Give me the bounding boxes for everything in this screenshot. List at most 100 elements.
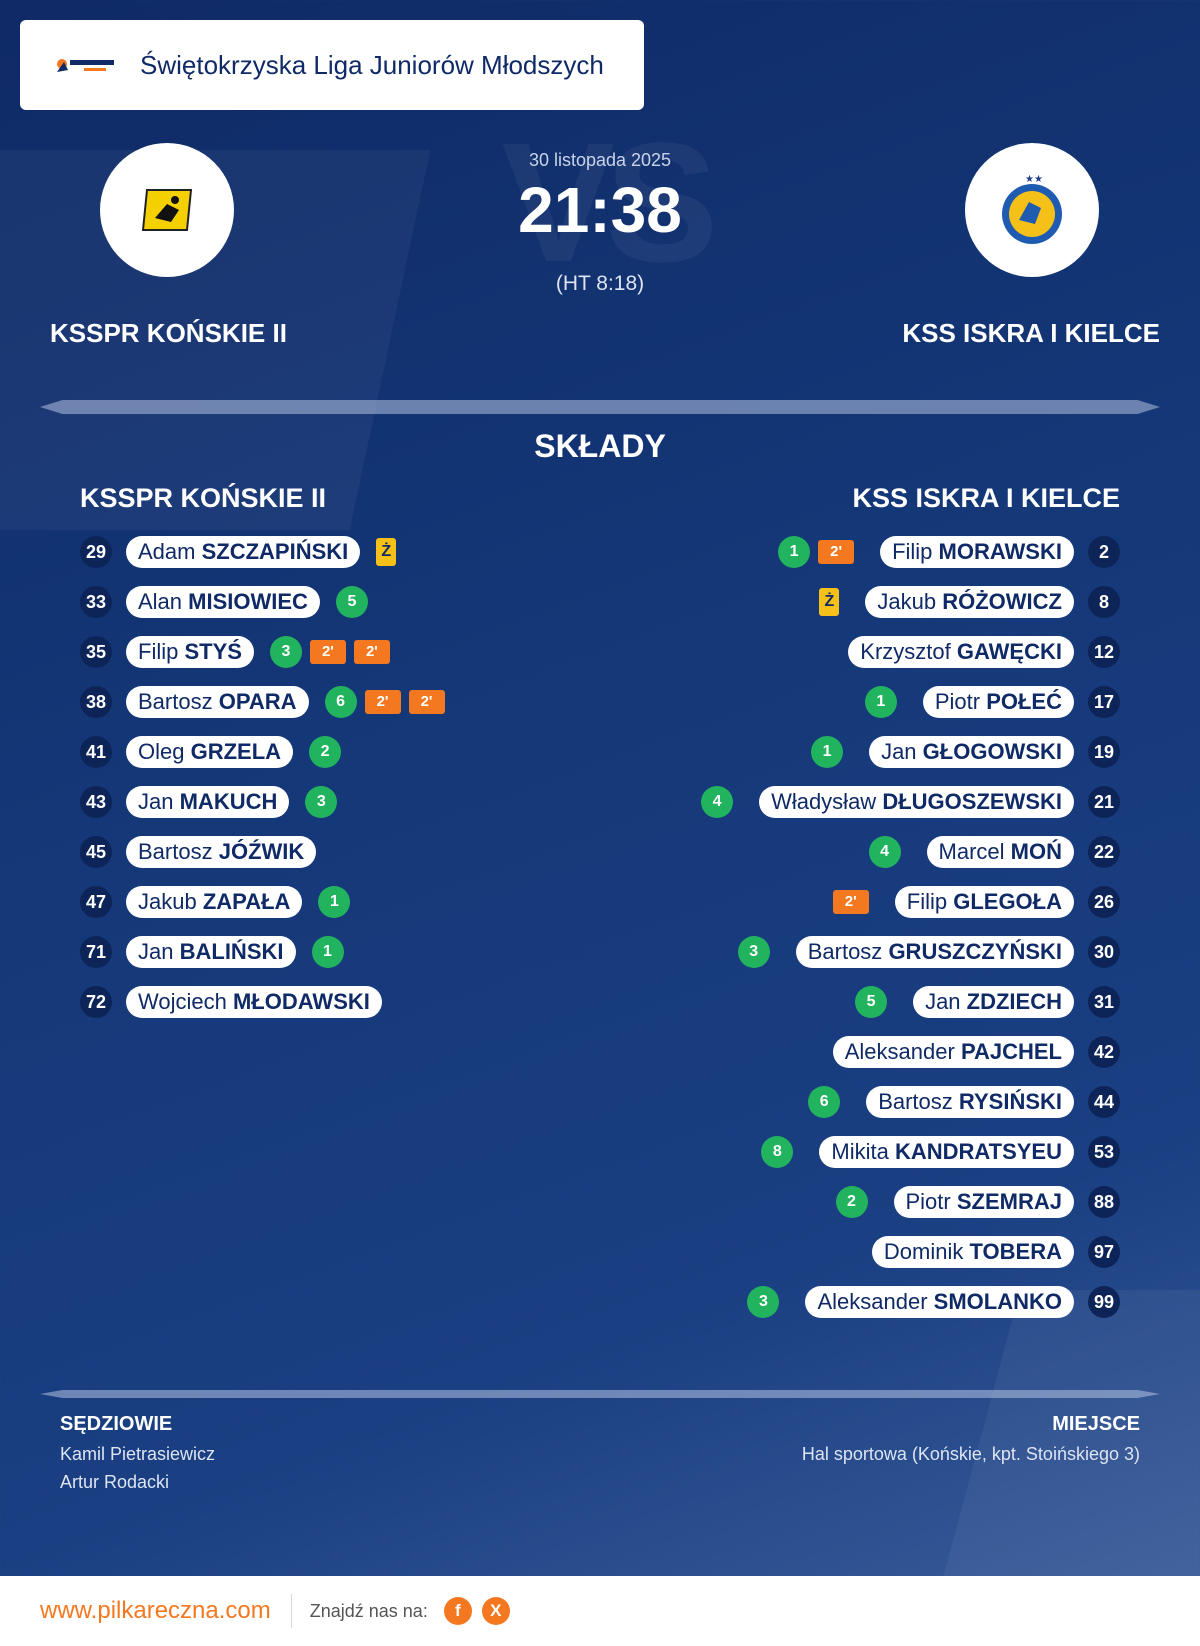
match-date: 30 listopada 2025: [528, 150, 672, 170]
goals-badge: 3: [305, 786, 338, 818]
player-number: 97: [1088, 1236, 1120, 1268]
player-badges: 1: [861, 686, 901, 718]
player-last-name: OPARA: [218, 689, 297, 714]
player-name[interactable]: Alan MISIOWIEC: [126, 586, 320, 618]
player-last-name: MORAWSKI: [938, 539, 1062, 564]
player-row: 6 Bartosz RYSIŃSKI 44: [697, 1077, 1120, 1127]
player-name[interactable]: Filip MORAWSKI: [880, 536, 1074, 568]
player-row: Krzysztof GAWĘCKI 12: [697, 627, 1120, 677]
player-name[interactable]: Mikita KANDRATSYEU: [819, 1136, 1074, 1168]
player-row: 41 Oleg GRZELA 2: [80, 727, 449, 777]
player-name[interactable]: Filip STYŚ: [126, 636, 254, 668]
player-name[interactable]: Bartosz RYSIŃSKI: [866, 1086, 1074, 1118]
home-team-logo: [100, 143, 234, 277]
player-name[interactable]: Aleksander SMOLANKO: [805, 1286, 1074, 1318]
x-icon[interactable]: X: [481, 1597, 510, 1625]
player-name[interactable]: Władysław DŁUGOSZEWSKI: [759, 786, 1074, 818]
player-name[interactable]: Dominik TOBERA: [871, 1236, 1074, 1268]
league-header: Świętokrzyska Liga Juniorów Młodszych: [20, 20, 644, 110]
player-last-name: MOŃ: [1010, 839, 1062, 864]
player-name[interactable]: Adam SZCZAPIŃSKI: [126, 536, 361, 568]
goals-badge: 5: [335, 586, 368, 618]
player-badges: 1: [308, 936, 348, 968]
player-name[interactable]: Bartosz OPARA: [126, 686, 309, 718]
player-first-name: Jakub: [877, 589, 937, 614]
player-name[interactable]: Wojciech MŁODAWSKI: [126, 986, 382, 1018]
player-badges: 3: [301, 786, 341, 818]
goals-badge: 4: [868, 836, 901, 868]
player-name[interactable]: Jan MAKUCH: [126, 786, 290, 818]
player-row: 72 Wojciech MŁODAWSKI: [80, 977, 449, 1027]
referee-name: Artur Rodacki: [60, 1472, 170, 1492]
goals-badge: 1: [318, 886, 351, 918]
goals-badge: 1: [864, 686, 897, 718]
player-first-name: Filip: [138, 639, 179, 664]
player-last-name: PAJCHEL: [960, 1039, 1062, 1064]
player-number: 47: [80, 886, 112, 918]
venue-text: Hal sportowa (Końskie, kpt. Stoińskiego …: [801, 1444, 1140, 1464]
player-name[interactable]: Jan ZDZIECH: [913, 986, 1074, 1018]
player-name[interactable]: Piotr SZEMRAJ: [893, 1186, 1074, 1218]
suspension-badge: 2': [832, 890, 869, 914]
player-name[interactable]: Krzysztof GAWĘCKI: [848, 636, 1074, 668]
divider: [40, 400, 1160, 414]
player-last-name: SZEMRAJ: [956, 1189, 1062, 1214]
home-team-name: KSSPR KOŃSKIE II: [50, 318, 287, 348]
player-name[interactable]: Bartosz GRUSZCZYŃSKI: [795, 936, 1074, 968]
player-name[interactable]: Jakub ZAPAŁA: [126, 886, 303, 918]
player-name[interactable]: Jan GŁOGOWSKI: [869, 736, 1074, 768]
player-last-name: ZDZIECH: [966, 989, 1062, 1014]
site-logo[interactable]: [54, 50, 116, 80]
goals-badge: 6: [324, 686, 357, 718]
player-first-name: Jan: [925, 989, 961, 1014]
player-last-name: JÓŹWIK: [218, 839, 305, 864]
player-row: 4 Władysław DŁUGOSZEWSKI 21: [697, 777, 1120, 827]
player-name[interactable]: Piotr POŁEĆ: [922, 686, 1074, 718]
footer: www.pilkareczna.com Znajdź nas na: f X: [0, 1576, 1200, 1646]
player-first-name: Filip: [892, 539, 933, 564]
player-first-name: Bartosz: [878, 1089, 953, 1114]
player-row: 5 Jan ZDZIECH 31: [697, 977, 1120, 1027]
match-score: 21:38: [518, 174, 682, 246]
goals-badge: 8: [761, 1136, 794, 1168]
league-title: Świętokrzyska Liga Juniorów Młodszych: [140, 49, 604, 80]
player-row: 1 2' Filip MORAWSKI 2: [697, 527, 1120, 577]
player-last-name: SMOLANKO: [933, 1289, 1062, 1314]
player-number: 53: [1088, 1136, 1120, 1168]
home-lineup-title: KSSPR KOŃSKIE II: [80, 483, 327, 513]
website-link[interactable]: www.pilkareczna.com: [40, 1597, 271, 1624]
suspension-badge: 2': [818, 540, 855, 564]
player-number: 99: [1088, 1286, 1120, 1318]
player-number: 33: [80, 586, 112, 618]
vs-watermark: VS: [501, 108, 719, 298]
player-first-name: Bartosz: [138, 689, 213, 714]
player-number: 72: [80, 986, 112, 1018]
player-name[interactable]: Jakub RÓŻOWICZ: [865, 586, 1074, 618]
player-number: 12: [1088, 636, 1120, 668]
player-name[interactable]: Marcel MOŃ: [926, 836, 1074, 868]
player-last-name: GAWĘCKI: [956, 639, 1062, 664]
player-badges: 2: [832, 1186, 872, 1218]
player-name[interactable]: Oleg GRZELA: [126, 736, 294, 768]
player-badges: 1: [314, 886, 354, 918]
goals-badge: 1: [311, 936, 344, 968]
player-row: 1 Jan GŁOGOWSKI 19: [697, 727, 1120, 777]
player-badges: 2': [829, 890, 873, 914]
goals-badge: 1: [778, 536, 811, 568]
player-first-name: Filip: [906, 889, 948, 914]
player-first-name: Alan: [138, 589, 183, 614]
goals-badge: 2: [835, 1186, 868, 1218]
player-first-name: Piotr: [934, 689, 981, 714]
player-number: 17: [1088, 686, 1120, 718]
player-last-name: MISIOWIEC: [188, 589, 308, 614]
player-name[interactable]: Bartosz JÓŹWIK: [126, 836, 317, 868]
facebook-icon[interactable]: f: [443, 1597, 472, 1625]
player-name[interactable]: Aleksander PAJCHEL: [832, 1036, 1074, 1068]
player-name[interactable]: Jan BALIŃSKI: [126, 936, 296, 968]
player-name[interactable]: Filip GLEGOŁA: [894, 886, 1074, 918]
lineups-title: SKŁADY: [534, 428, 666, 464]
player-row: 33 Alan MISIOWIEC 5: [80, 577, 449, 627]
yellow-card-icon: Ż: [376, 538, 397, 566]
svg-text:★★: ★★: [1025, 174, 1043, 185]
player-first-name: Bartosz: [138, 839, 213, 864]
